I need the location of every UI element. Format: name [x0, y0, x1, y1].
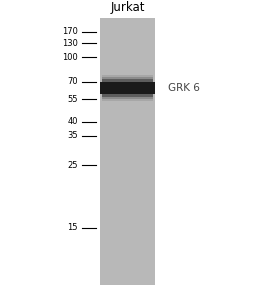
- Bar: [102, 94, 153, 101]
- Text: 25: 25: [68, 160, 78, 169]
- Text: 35: 35: [67, 131, 78, 140]
- Text: Jurkat: Jurkat: [111, 2, 145, 14]
- Text: 40: 40: [68, 118, 78, 127]
- Bar: [100, 82, 155, 94]
- Bar: [102, 77, 153, 82]
- Bar: [102, 79, 153, 82]
- Text: 170: 170: [62, 28, 78, 37]
- Bar: [100, 18, 155, 285]
- Bar: [102, 94, 153, 97]
- Text: 70: 70: [67, 77, 78, 86]
- Text: 130: 130: [62, 38, 78, 47]
- Text: 15: 15: [68, 224, 78, 232]
- Text: 55: 55: [68, 94, 78, 103]
- Bar: [102, 94, 153, 99]
- Text: 100: 100: [62, 52, 78, 62]
- Bar: [102, 75, 153, 82]
- Text: GRK 6: GRK 6: [168, 83, 200, 93]
